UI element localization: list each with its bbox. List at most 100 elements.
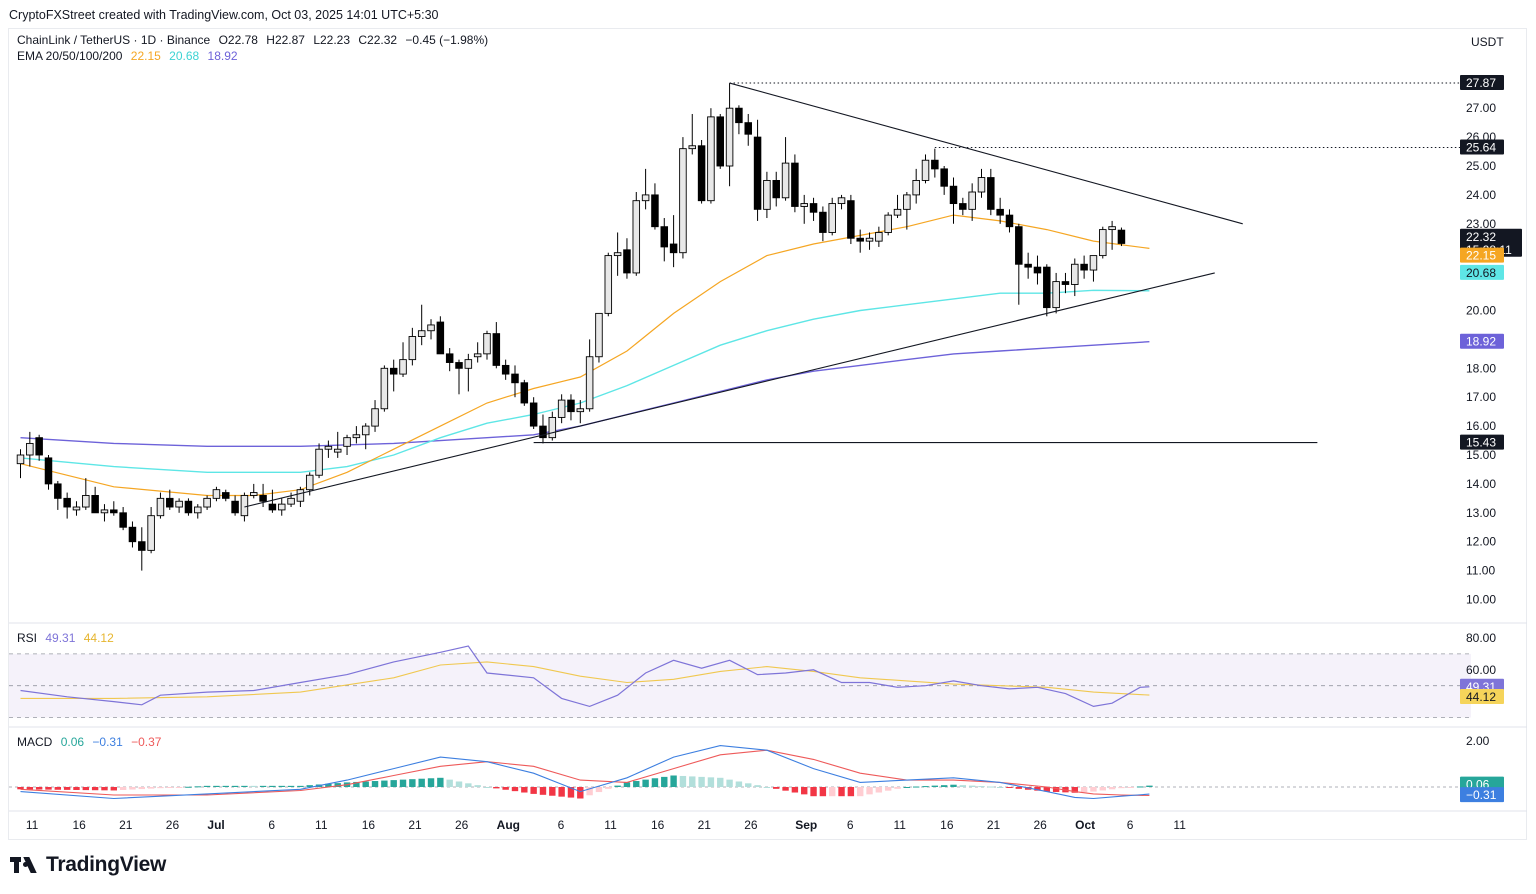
time-tick-label: 16 bbox=[362, 818, 376, 832]
bearish-candle bbox=[501, 364, 510, 375]
time-tick-label: Oct bbox=[1075, 818, 1095, 832]
macd-histogram-bar bbox=[745, 783, 752, 787]
macd-histogram-bar bbox=[437, 777, 444, 787]
bullish-candle bbox=[641, 194, 650, 202]
bullish-candle bbox=[194, 506, 202, 514]
ema100-value: 20.68 bbox=[169, 49, 200, 63]
macd-histogram-bar bbox=[427, 778, 435, 787]
bearish-candle bbox=[259, 495, 267, 502]
macd-histogram-bar bbox=[857, 787, 864, 797]
price-tag bbox=[1460, 434, 1504, 450]
bearish-candle bbox=[847, 200, 855, 239]
macd-histogram-bar bbox=[931, 785, 939, 787]
bearish-candle bbox=[660, 226, 669, 248]
price-change: −0.45 (−1.98%) bbox=[405, 33, 489, 47]
macd-signal-line bbox=[20, 749, 1150, 797]
macd-histogram-bar bbox=[54, 787, 62, 790]
bearish-candle bbox=[436, 321, 445, 355]
bullish-candle bbox=[100, 509, 109, 514]
macd-histogram-bar bbox=[119, 787, 127, 790]
macd-histogram-bar bbox=[1015, 787, 1023, 789]
price-tag-text: 22.15 bbox=[1466, 249, 1496, 263]
ema50-line bbox=[20, 214, 1150, 497]
macd-histogram-bar bbox=[1108, 787, 1116, 790]
macd-histogram-bar bbox=[474, 785, 481, 787]
symbol-name[interactable]: ChainLink / TetherUS · 1D · Binance bbox=[17, 33, 211, 47]
macd-histogram-bar bbox=[306, 785, 313, 787]
price-tick-label: 18.00 bbox=[1466, 361, 1496, 375]
bearish-candle bbox=[44, 457, 53, 485]
bearish-candle bbox=[1117, 229, 1126, 244]
bullish-candle bbox=[147, 515, 155, 551]
bullish-candle bbox=[884, 214, 892, 233]
time-tick-label: 16 bbox=[72, 818, 86, 832]
macd-histogram-bar bbox=[1099, 787, 1106, 791]
time-tick-label: 21 bbox=[119, 818, 133, 832]
macd-histogram-bar bbox=[381, 780, 388, 787]
macd-histogram-bar bbox=[866, 787, 873, 795]
ema-label[interactable]: EMA 20/50/100/200 bbox=[17, 49, 123, 63]
rsi-ma-value: 44.12 bbox=[83, 631, 114, 645]
macd-histogram-bar bbox=[595, 787, 603, 793]
macd-histogram-bar bbox=[278, 785, 285, 787]
macd-histogram-bar bbox=[605, 787, 612, 789]
macd-histogram-bar bbox=[371, 781, 379, 787]
macd-histogram-bar bbox=[670, 775, 677, 787]
bearish-candle bbox=[791, 162, 799, 207]
macd-histogram-bar bbox=[259, 785, 267, 787]
bullish-candle bbox=[893, 208, 902, 216]
currency-label[interactable]: USDT bbox=[1471, 35, 1504, 49]
time-tick-label: 6 bbox=[558, 818, 565, 832]
bullish-candle bbox=[781, 162, 790, 199]
price-tag bbox=[1460, 333, 1504, 349]
price-tag-text: 18.92 bbox=[1466, 335, 1496, 349]
bearish-candle bbox=[222, 492, 230, 499]
macd-tick-label: 2.00 bbox=[1466, 734, 1490, 748]
macd-histogram-bar bbox=[231, 785, 239, 787]
bearish-candle bbox=[856, 237, 864, 242]
macd-histogram-bar bbox=[73, 787, 80, 790]
rsi-legend[interactable]: RSI 49.31 44.12 bbox=[17, 631, 119, 645]
macd-histogram-bar bbox=[297, 785, 304, 787]
macd-histogram-bar bbox=[763, 787, 771, 788]
symbol-legend[interactable]: ChainLink / TetherUS · 1D · Binance O22.… bbox=[17, 33, 493, 47]
time-tick-label: 21 bbox=[987, 818, 1001, 832]
rsi-tick-label: 80.00 bbox=[1466, 631, 1496, 645]
rsi-label[interactable]: RSI bbox=[17, 631, 38, 645]
tradingview-logo[interactable]: TradingView bbox=[10, 853, 166, 877]
price-tag-text: 25.64 bbox=[1466, 141, 1496, 155]
bearish-candle bbox=[445, 353, 454, 363]
bearish-candle bbox=[110, 509, 118, 514]
macd-histogram-bar bbox=[754, 785, 761, 787]
bullish-candle bbox=[679, 148, 687, 254]
bearish-candle bbox=[1043, 266, 1051, 309]
macd-label[interactable]: MACD bbox=[17, 735, 53, 749]
bullish-candle bbox=[763, 179, 771, 210]
bearish-candle bbox=[455, 362, 463, 369]
macd-histogram-bar bbox=[549, 787, 556, 796]
macd-histogram-bar bbox=[968, 785, 976, 787]
macd-histogram-bar bbox=[26, 787, 34, 790]
macd-histogram-bar bbox=[1080, 787, 1088, 793]
price-tag bbox=[1460, 247, 1504, 263]
bullish-candle bbox=[361, 425, 370, 436]
bearish-candle bbox=[1061, 281, 1070, 285]
bearish-candle bbox=[959, 203, 967, 210]
bullish-candle bbox=[371, 408, 379, 427]
macd-histogram-bar bbox=[1043, 787, 1050, 792]
macd-histogram-bar bbox=[483, 787, 491, 788]
time-tick-label: 11 bbox=[26, 818, 39, 832]
macd-histogram-bar bbox=[287, 785, 295, 787]
macd-histogram-bar bbox=[577, 787, 584, 799]
bullish-candle bbox=[72, 506, 81, 511]
macd-histogram-bar bbox=[493, 787, 500, 789]
bearish-candle bbox=[940, 168, 948, 187]
macd-histogram-bar bbox=[829, 787, 836, 797]
macd-histogram-bar bbox=[91, 787, 99, 791]
ema-legend[interactable]: EMA 20/50/100/200 22.15 20.68 18.92 bbox=[17, 49, 243, 63]
macd-histogram-bar bbox=[175, 787, 183, 788]
bearish-candle bbox=[669, 243, 678, 254]
macd-legend[interactable]: MACD 0.06 −0.31 −0.37 bbox=[17, 735, 166, 749]
bearish-candle bbox=[996, 208, 1004, 216]
